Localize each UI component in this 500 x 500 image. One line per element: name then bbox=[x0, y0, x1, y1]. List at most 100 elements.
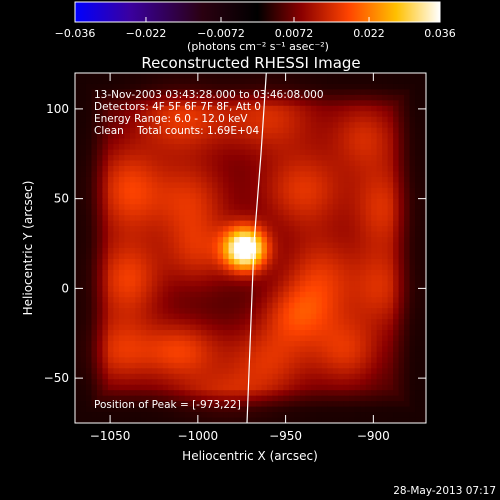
heatmap-cell bbox=[305, 330, 312, 337]
heatmap-cell bbox=[168, 406, 175, 413]
heatmap-cell bbox=[420, 165, 426, 173]
heatmap-cell bbox=[404, 204, 411, 211]
heatmap-cell bbox=[266, 340, 274, 348]
heatmap-cell bbox=[393, 362, 400, 369]
heatmap-cell bbox=[212, 362, 219, 369]
heatmap-cell bbox=[321, 340, 328, 348]
heatmap-cell bbox=[387, 127, 394, 134]
heatmap-cell bbox=[124, 204, 131, 211]
heatmap-cell bbox=[195, 362, 202, 369]
heatmap-cell bbox=[338, 297, 345, 304]
heatmap-cell bbox=[190, 297, 197, 304]
heatmap-cell bbox=[157, 165, 164, 173]
heatmap-cell bbox=[102, 155, 109, 162]
heatmap-cell bbox=[201, 73, 208, 80]
heatmap-cell bbox=[299, 198, 306, 205]
heatmap-cell bbox=[201, 335, 208, 342]
heatmap-cell bbox=[201, 351, 208, 358]
heatmap-cell bbox=[151, 100, 158, 107]
heatmap-cell bbox=[201, 324, 208, 331]
heatmap-cell bbox=[272, 264, 279, 271]
heatmap-cell bbox=[294, 313, 301, 320]
heatmap-cell bbox=[283, 149, 290, 156]
heatmap-cell bbox=[354, 105, 361, 112]
heatmap-cell bbox=[376, 231, 383, 238]
heatmap-cell bbox=[255, 111, 263, 118]
heatmap-cell bbox=[146, 193, 153, 200]
heatmap-cell bbox=[102, 182, 109, 189]
heatmap-cell bbox=[294, 193, 301, 200]
heatmap-cell bbox=[168, 133, 175, 140]
heatmap-cell bbox=[305, 401, 312, 408]
heatmap-cell bbox=[272, 105, 279, 112]
heatmap-cell bbox=[294, 412, 301, 419]
heatmap-cell bbox=[250, 379, 257, 386]
heatmap-cell bbox=[349, 324, 356, 331]
heatmap-cell bbox=[85, 155, 93, 162]
heatmap-cell bbox=[168, 346, 175, 353]
heatmap-cell bbox=[354, 346, 361, 353]
heatmap-cell bbox=[206, 83, 213, 91]
heatmap-cell bbox=[376, 198, 383, 205]
heatmap-cell bbox=[343, 226, 350, 233]
heatmap-cell bbox=[195, 384, 202, 391]
heatmap-cell bbox=[151, 160, 158, 167]
heatmap-cell bbox=[382, 242, 389, 249]
heatmap-cell bbox=[146, 122, 153, 129]
heatmap-cell bbox=[190, 105, 197, 112]
heatmap-cell bbox=[151, 220, 158, 227]
heatmap-cell bbox=[327, 417, 334, 423]
heatmap-cell bbox=[299, 160, 306, 167]
heatmap-cell bbox=[195, 171, 202, 178]
heatmap-cell bbox=[387, 286, 394, 293]
heatmap-cell bbox=[272, 127, 279, 134]
heatmap-cell bbox=[113, 248, 120, 255]
heatmap-cell bbox=[206, 155, 213, 162]
heatmap-cell bbox=[96, 187, 104, 194]
heatmap-cell bbox=[382, 144, 389, 151]
heatmap-cell bbox=[316, 248, 323, 255]
heatmap-cell bbox=[129, 176, 136, 183]
heatmap-cell bbox=[157, 160, 164, 167]
heatmap-cell bbox=[146, 215, 153, 222]
heatmap-cell bbox=[266, 373, 274, 380]
heatmap-cell bbox=[184, 73, 191, 80]
heatmap-cell bbox=[420, 395, 426, 402]
heatmap-cell bbox=[157, 122, 164, 129]
heatmap-cell bbox=[162, 242, 169, 249]
heatmap-cell bbox=[239, 313, 246, 320]
heatmap-cell bbox=[212, 116, 219, 123]
heatmap-cell bbox=[124, 237, 131, 244]
heatmap-cell bbox=[140, 100, 147, 107]
heatmap-cell bbox=[349, 253, 356, 260]
heatmap-cell bbox=[409, 395, 416, 402]
heatmap-cell bbox=[179, 258, 186, 266]
heatmap-cell bbox=[332, 100, 339, 107]
heatmap-cell bbox=[85, 187, 93, 194]
heatmap-cell bbox=[91, 297, 98, 304]
heatmap-cell bbox=[332, 226, 339, 233]
heatmap-cell bbox=[354, 144, 361, 151]
heatmap-cell bbox=[398, 231, 405, 238]
heatmap-cell bbox=[338, 313, 345, 320]
heatmap-cell bbox=[157, 138, 164, 145]
heatmap-cell bbox=[201, 362, 208, 369]
heatmap-cell bbox=[294, 204, 301, 211]
heatmap-cell bbox=[382, 111, 389, 118]
heatmap-cell bbox=[184, 83, 191, 91]
heatmap-cell bbox=[245, 308, 252, 315]
heatmap-cell bbox=[288, 237, 295, 244]
heatmap-cell bbox=[316, 220, 323, 227]
heatmap-cell bbox=[404, 390, 411, 397]
heatmap-cell bbox=[360, 384, 367, 391]
heatmap-cell bbox=[201, 406, 208, 413]
heatmap-cell bbox=[398, 171, 405, 178]
heatmap-cell bbox=[316, 335, 323, 342]
heatmap-cell bbox=[415, 116, 422, 123]
heatmap-cell bbox=[157, 286, 164, 293]
heatmap-cell bbox=[294, 149, 301, 156]
heatmap-cell bbox=[190, 373, 197, 380]
heatmap-cell bbox=[354, 122, 361, 129]
heatmap-cell bbox=[129, 330, 136, 337]
heatmap-cell bbox=[261, 340, 268, 348]
